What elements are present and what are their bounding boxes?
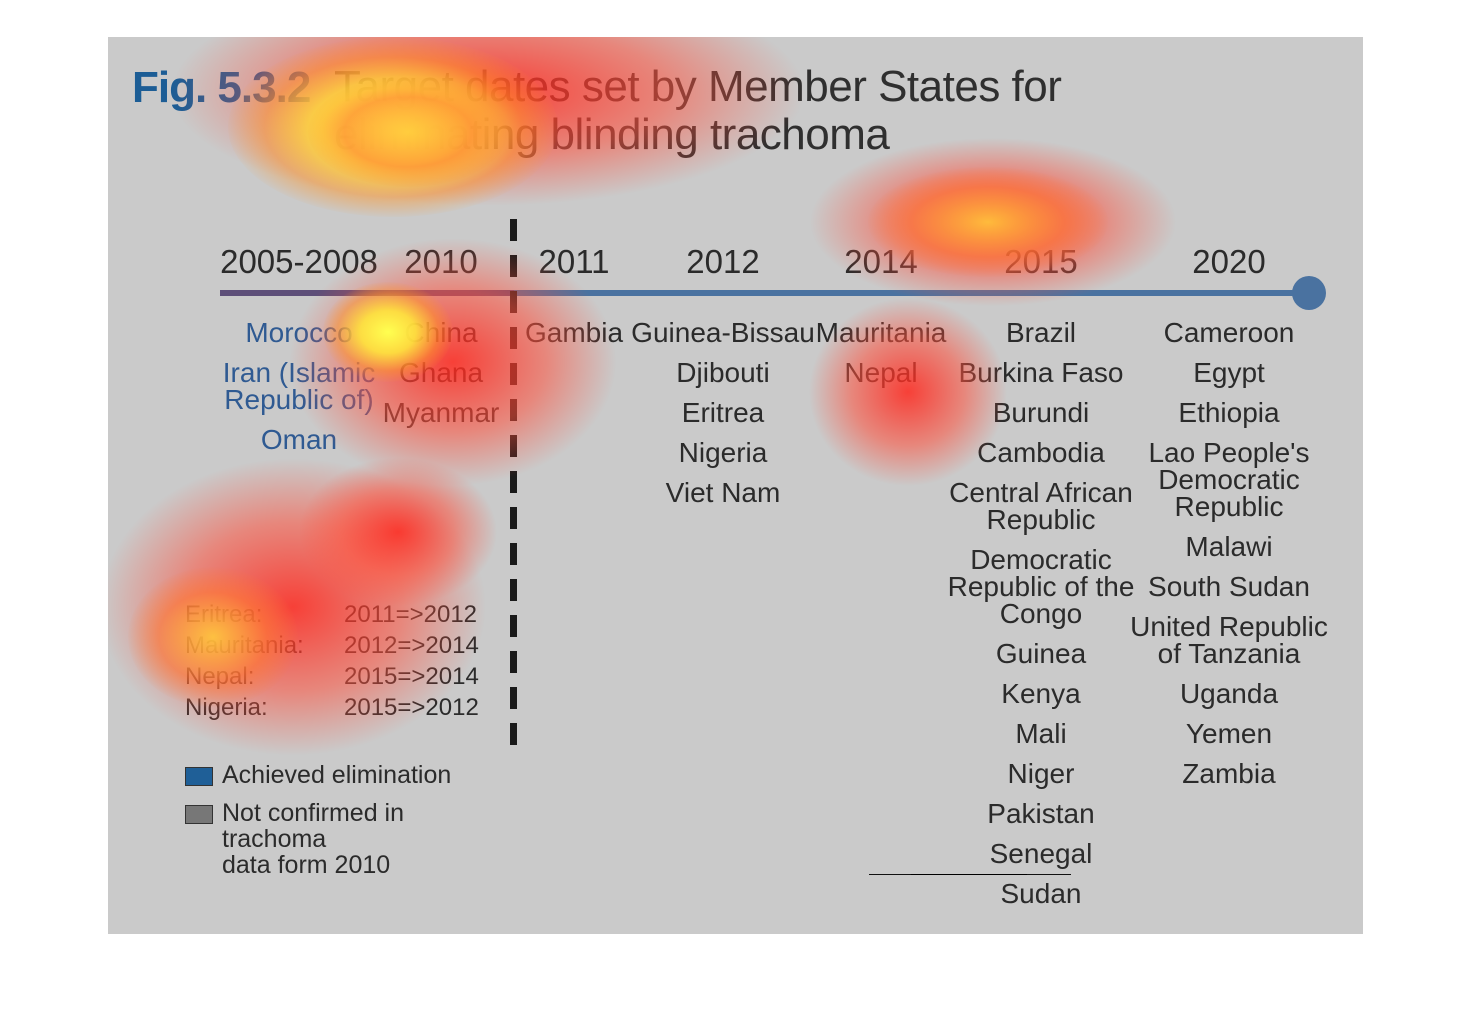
country-name: Morocco <box>245 317 353 348</box>
country-name: Senegal <box>989 838 1093 869</box>
underline-mark <box>1027 874 1071 875</box>
target-change-country: Nigeria: <box>185 694 268 721</box>
country-name: Pakistan <box>987 798 1095 829</box>
country-name: United Republic of Tanzania <box>1130 611 1328 669</box>
timeline-axis <box>220 290 1310 296</box>
country-name: Burundi <box>992 397 1090 428</box>
timeline-divider <box>510 219 517 759</box>
country-column: Morocco Iran (Islamic Republic of) Oman <box>223 319 375 466</box>
target-change-dates: 2015=>2012 <box>344 694 479 721</box>
country-name: Myanmar <box>382 397 500 428</box>
heatmap-blob <box>298 457 498 607</box>
year-label: 2015 <box>1004 243 1078 280</box>
country-column: Mauritania Nepal <box>816 319 947 399</box>
legend-label-achieved: Achieved elimination <box>222 761 452 789</box>
year-label: 2011 <box>538 243 610 280</box>
country-name: Zambia <box>1182 758 1276 789</box>
figure-number: Fig. 5.3.2 <box>132 63 311 112</box>
figure-title: Target dates set by Member States for el… <box>334 62 1062 159</box>
country-column: Cameroon Egypt Ethiopia Lao People's Democra… <box>1130 319 1328 800</box>
country-name: Nepal <box>844 357 918 388</box>
country-name: Eritrea <box>681 397 765 428</box>
target-change-dates: 2011=>2012 <box>344 601 478 628</box>
country-name: Nigeria <box>678 437 768 468</box>
country-name: Mauritania <box>815 317 947 348</box>
country-name: Ethiopia <box>1178 397 1280 428</box>
target-change-country: Eritrea: <box>185 601 263 628</box>
country-name: Egypt <box>1193 357 1265 388</box>
target-change-country: Nepal: <box>185 663 255 690</box>
target-change-country: Mauritania: <box>185 632 304 659</box>
year-label: 2005-2008 <box>220 243 378 280</box>
year-label: 2014 <box>844 243 918 280</box>
year-label: 2012 <box>686 243 760 280</box>
country-name: Sudan <box>1000 878 1082 909</box>
timeline-end-marker <box>1292 276 1326 310</box>
year-label: 2010 <box>404 243 478 280</box>
legend-swatch-not-confirmed <box>185 805 213 824</box>
legend-label-not-confirmed: Not confirmed in trachoma data form 2010 <box>222 799 405 879</box>
country-name: Cambodia <box>977 437 1105 468</box>
target-change-dates: 2015=>2014 <box>344 663 479 690</box>
country-name: South Sudan <box>1148 571 1310 602</box>
country-name: Gambia <box>524 317 624 348</box>
country-column: Brazil Burkina Faso Burundi Cambodia Central… <box>948 319 1135 920</box>
underline-mark <box>911 874 1027 875</box>
country-name: Niger <box>1007 758 1075 789</box>
country-name: Oman <box>260 424 338 455</box>
country-name: Cameroon <box>1163 317 1295 348</box>
country-name: Kenya <box>1001 678 1081 709</box>
country-name: Democratic Republic of the Congo <box>947 544 1135 629</box>
figure-panel: Fig. 5.3.2 Target dates set by Member St… <box>108 37 1363 934</box>
country-name: Central African Republic <box>949 477 1133 535</box>
country-name: Burkina Faso <box>958 357 1124 388</box>
country-name: Yemen <box>1185 718 1273 749</box>
country-name: Iran (Islamic Republic of) <box>222 357 376 415</box>
target-change-dates: 2012=>2014 <box>344 632 479 659</box>
country-name: Guinea <box>995 638 1087 669</box>
underline-mark <box>869 874 911 875</box>
country-column: Gambia <box>525 319 623 359</box>
heatmap-blob <box>808 137 1178 307</box>
country-name: Brazil <box>1005 317 1077 348</box>
country-name: Viet Nam <box>665 477 781 508</box>
year-label: 2020 <box>1192 243 1266 280</box>
country-name: Lao People's Democratic Republic <box>1148 437 1310 522</box>
legend-swatch-achieved <box>185 767 213 786</box>
country-name: Ghana <box>398 357 484 388</box>
country-name: Malawi <box>1185 531 1273 562</box>
country-column: China Ghana Myanmar <box>383 319 500 439</box>
country-name: China <box>404 317 478 348</box>
country-name: Uganda <box>1179 678 1279 709</box>
country-name: Mali <box>1015 718 1067 749</box>
country-name: Djibouti <box>676 357 770 388</box>
country-name: Guinea-Bissau <box>631 317 815 348</box>
timeline-axis-early-segment <box>220 290 514 296</box>
country-column: Guinea-Bissau Djibouti Eritrea Nigeria Viet … <box>631 319 815 519</box>
